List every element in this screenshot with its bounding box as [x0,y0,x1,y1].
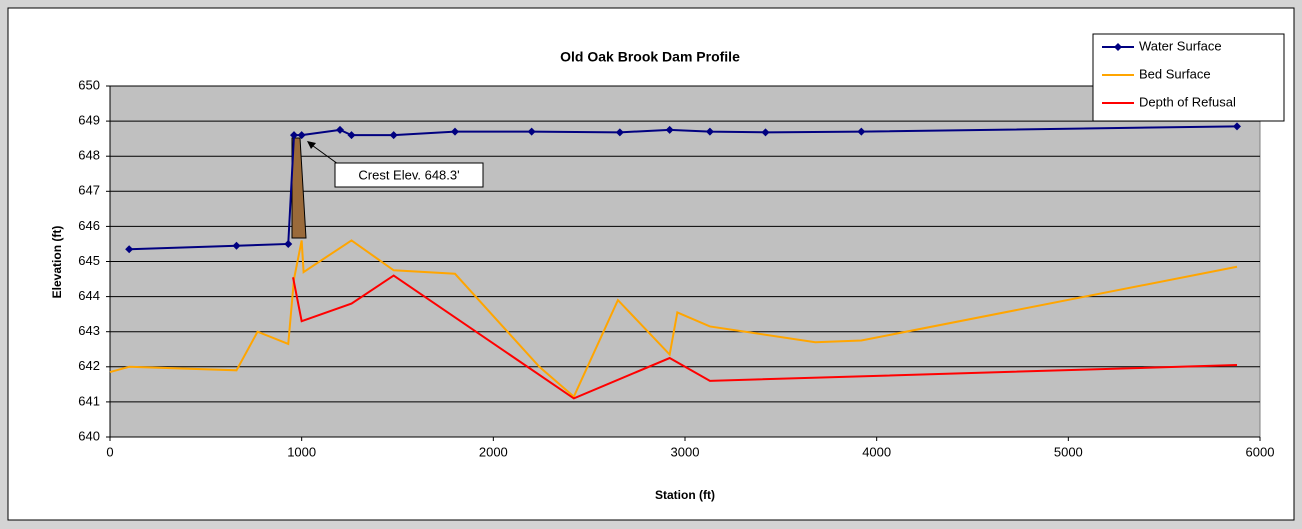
legend-marker [1114,43,1122,51]
data-point [125,245,134,254]
legend-label: Depth of Refusal [1139,94,1236,109]
data-point [284,239,293,248]
chart-title: Old Oak Brook Dam Profile [560,49,740,65]
annotation: Crest Elev. 648.3' [358,167,459,182]
data-point [389,131,398,140]
y-tick-label: 646 [78,218,100,233]
data-point [527,127,536,136]
annotation-box [334,162,484,188]
legend-label: Bed Surface [1139,66,1211,81]
series-line [292,274,1238,400]
data-point [336,125,344,134]
x-tick-label: 5000 [1054,444,1083,459]
legend-items: Water Surface Bed Surface Depth of Refusal [1102,38,1236,109]
data-point [665,125,674,134]
y-tick-label: 641 [78,393,100,408]
y-tick-label: 648 [78,148,100,163]
x-axis-label: Station (ft) [655,488,715,502]
dam-shape [291,137,307,239]
x-tick-label: 0 [106,444,113,459]
series-line [109,239,1238,399]
x-tick-label: 2000 [479,444,508,459]
data-point [297,131,306,140]
legend-label: Water Surface [1139,38,1222,53]
data-point [232,241,241,250]
data-point [290,131,298,140]
series-line [129,125,1238,251]
data-point [451,127,459,136]
legend [1092,33,1285,122]
y-tick-label: 643 [78,323,100,338]
y-tick-label: 640 [78,428,100,443]
y-tick-label: 642 [78,358,100,373]
x-tick-label: 1000 [287,444,316,459]
x-tick-label: 6000 [1246,444,1275,459]
data-point [1233,122,1241,131]
annotation-arrow [308,142,339,165]
data-point [615,128,624,137]
y-tick-label: 645 [78,253,100,268]
annotation-arrowhead [307,141,316,149]
x-tick-label: 4000 [862,444,891,459]
data-point [761,128,770,137]
y-tick-label: 650 [78,77,100,92]
data-point [857,127,866,136]
y-tick-label: 647 [78,183,100,198]
data-point [705,127,714,136]
data-point [347,131,356,140]
series-group [109,122,1241,400]
y-tick-label: 649 [78,113,100,128]
x-tick-label: 3000 [671,444,700,459]
y-axis-label: Elevation (ft) [50,226,64,299]
y-tick-label: 644 [78,288,100,303]
